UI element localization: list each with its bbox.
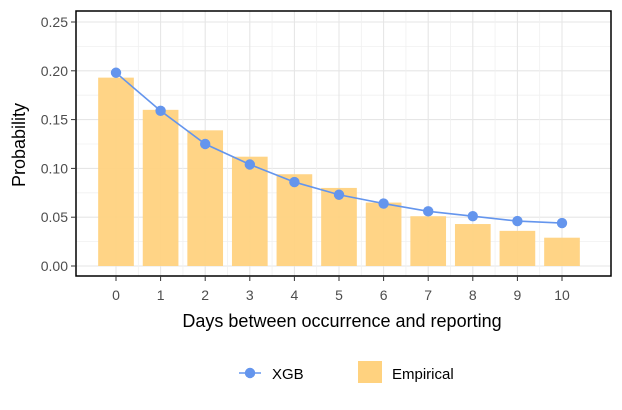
legend: XGB Empirical bbox=[239, 361, 454, 383]
x-axis: 0 1 2 3 4 5 6 7 8 9 10 bbox=[112, 276, 570, 303]
y-tick-label: 0.05 bbox=[41, 209, 68, 225]
xgb-point bbox=[289, 176, 300, 188]
x-axis-title: Days between occurrence and reporting bbox=[182, 311, 501, 331]
bar-empirical bbox=[544, 237, 580, 266]
xgb-point bbox=[512, 215, 523, 227]
bar-empirical bbox=[98, 77, 134, 266]
bar-empirical bbox=[365, 202, 402, 266]
panel-border bbox=[75, 10, 612, 277]
x-tick-label: 4 bbox=[291, 287, 299, 303]
legend-xgb-label: XGB bbox=[272, 366, 304, 383]
bar-empirical bbox=[187, 130, 224, 266]
x-tick-label: 2 bbox=[201, 287, 209, 303]
x-tick-label: 6 bbox=[380, 287, 388, 303]
x-tick-label: 3 bbox=[246, 287, 254, 303]
xgb-point bbox=[378, 198, 389, 209]
xgb-point bbox=[423, 206, 434, 217]
legend-empirical-swatch bbox=[358, 361, 382, 383]
legend-xgb-marker bbox=[244, 367, 256, 379]
x-tick-label: 10 bbox=[554, 287, 570, 303]
x-tick-label: 8 bbox=[469, 287, 477, 303]
bars bbox=[98, 77, 580, 266]
x-tick-label: 5 bbox=[335, 287, 343, 303]
bar-empirical bbox=[499, 230, 536, 266]
x-tick-label: 7 bbox=[424, 287, 432, 303]
y-tick-label: 0.15 bbox=[41, 112, 68, 128]
bar-empirical bbox=[231, 156, 268, 266]
bar-empirical bbox=[454, 224, 491, 266]
xgb-point bbox=[200, 138, 211, 150]
legend-item-xgb: XGB bbox=[239, 366, 304, 383]
xgb-line bbox=[110, 67, 568, 229]
y-axis-title: Probability bbox=[9, 103, 29, 187]
y-tick-label: 0.10 bbox=[41, 160, 68, 176]
xgb-point bbox=[155, 105, 166, 117]
xgb-point bbox=[556, 217, 568, 229]
xgb-point bbox=[244, 159, 255, 170]
x-tick-label: 0 bbox=[112, 287, 120, 303]
y-tick-label: 0.20 bbox=[41, 63, 68, 79]
x-tick-label: 9 bbox=[514, 287, 522, 303]
y-tick-label: 0.25 bbox=[41, 14, 68, 30]
bar-empirical bbox=[276, 174, 313, 266]
bar-empirical bbox=[410, 216, 447, 266]
xgb-point bbox=[110, 67, 122, 78]
xgb-point bbox=[467, 211, 478, 222]
y-tick-label: 0.00 bbox=[41, 258, 68, 274]
bar-empirical bbox=[142, 109, 179, 266]
bar-empirical bbox=[321, 187, 357, 266]
y-axis: 0.00 0.05 0.10 0.15 0.20 0.25 bbox=[41, 14, 76, 274]
legend-empirical-label: Empirical bbox=[392, 366, 454, 383]
legend-item-empirical: Empirical bbox=[358, 361, 454, 383]
x-tick-label: 1 bbox=[157, 287, 165, 303]
xgb-point bbox=[333, 189, 345, 200]
